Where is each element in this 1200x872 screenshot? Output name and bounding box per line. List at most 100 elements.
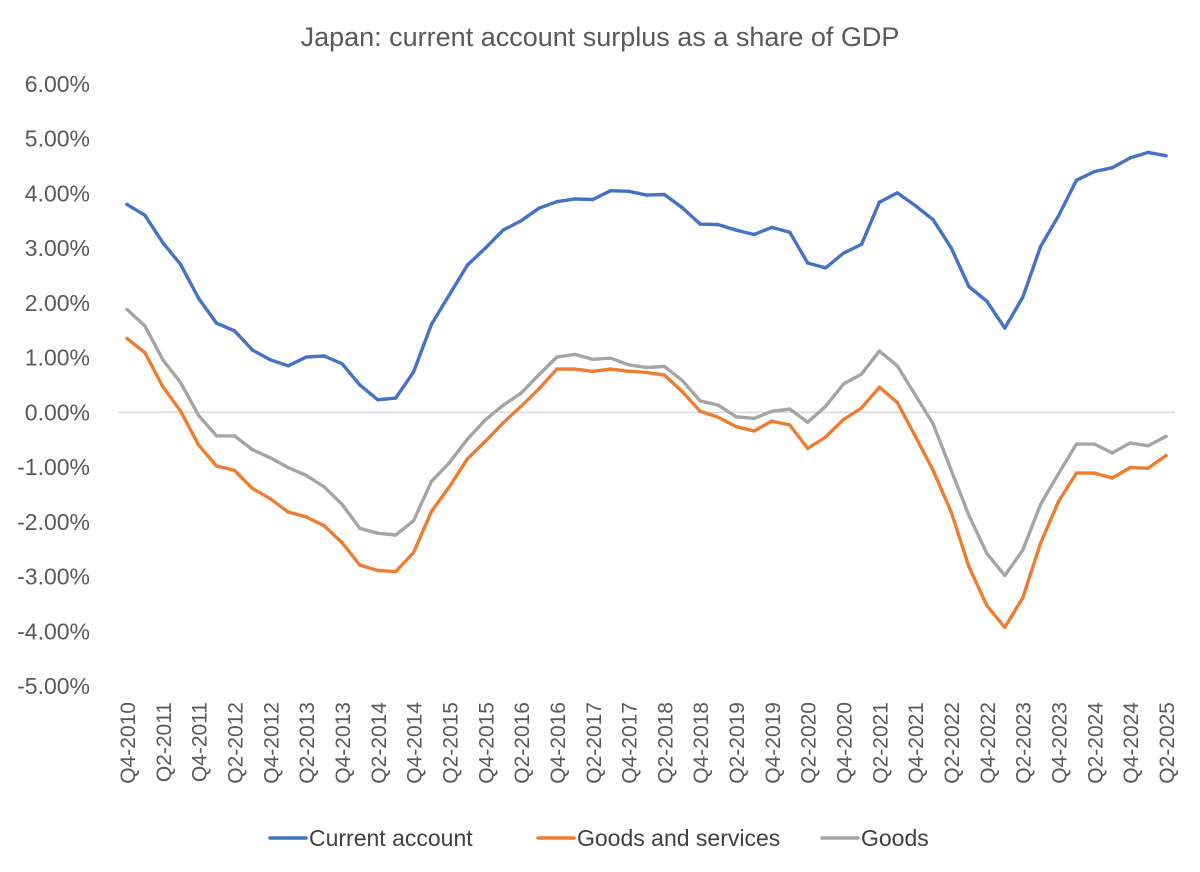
data-point	[1092, 169, 1097, 174]
data-point	[394, 569, 398, 574]
data-point	[519, 219, 523, 223]
data-point	[1003, 625, 1007, 630]
data-point	[1128, 465, 1132, 470]
data-point	[770, 419, 774, 423]
legend-label: Goods and services	[577, 825, 780, 851]
data-point	[877, 349, 882, 353]
x-tick-label: Q4-2013	[332, 702, 355, 784]
series-layer	[125, 150, 1168, 630]
data-point	[483, 418, 487, 422]
data-point	[626, 369, 631, 373]
data-point	[609, 189, 613, 193]
data-point	[340, 362, 344, 366]
x-tick-label: Q4-2021	[905, 702, 928, 784]
data-point	[501, 421, 505, 425]
data-point	[859, 372, 864, 376]
data-point	[465, 457, 470, 461]
data-point	[1003, 573, 1007, 578]
x-tick-label: Q2-2013	[296, 702, 319, 784]
data-point	[752, 416, 756, 421]
data-point	[734, 424, 738, 429]
data-point	[734, 228, 738, 232]
data-point	[1056, 472, 1061, 476]
data-point	[949, 509, 953, 514]
data-point	[214, 434, 219, 438]
data-point	[626, 363, 631, 367]
x-tick-label: Q2-2019	[726, 702, 749, 784]
x-tick-label: Q2-2025	[1156, 702, 1179, 784]
x-tick-label: Q2-2016	[511, 702, 534, 784]
data-point	[644, 370, 649, 375]
data-point	[358, 383, 362, 387]
data-point	[985, 551, 989, 556]
data-point	[680, 378, 684, 383]
data-point	[770, 409, 774, 413]
data-point	[985, 603, 989, 608]
data-point	[1110, 166, 1115, 170]
x-tick-label: Q4-2011	[189, 702, 212, 782]
legend: Current account Goods and services Goods	[268, 825, 929, 851]
data-point	[806, 446, 810, 451]
data-point	[913, 434, 917, 438]
data-point	[877, 200, 882, 204]
data-point	[967, 284, 971, 289]
data-point	[662, 192, 667, 197]
data-point	[806, 261, 810, 265]
x-tick-label: Q2-2024	[1084, 702, 1107, 784]
data-point	[1074, 178, 1079, 182]
data-point	[1164, 154, 1168, 158]
data-point	[537, 387, 541, 391]
data-point	[411, 550, 416, 555]
x-tick-label: Q2-2023	[1013, 702, 1036, 784]
data-point	[232, 329, 237, 333]
data-point	[143, 213, 147, 217]
data-point	[447, 461, 452, 465]
data-point	[662, 373, 667, 377]
data-point	[949, 245, 953, 250]
data-point	[1146, 466, 1150, 470]
data-point	[161, 241, 165, 245]
x-tick-label: Q2-2012	[225, 702, 248, 784]
data-point	[609, 356, 613, 360]
y-tick-label: -2.00%	[17, 509, 90, 535]
data-point	[644, 193, 649, 197]
data-point	[967, 513, 971, 517]
y-tick-label: -5.00%	[17, 673, 90, 699]
data-point	[806, 420, 810, 424]
data-point	[859, 242, 864, 247]
data-point	[662, 364, 667, 369]
data-point	[555, 367, 559, 371]
data-point	[788, 407, 792, 411]
data-point	[859, 406, 864, 410]
data-point	[1110, 451, 1115, 455]
data-point	[197, 443, 201, 447]
data-point	[716, 403, 720, 407]
y-tick-label: 4.00%	[25, 181, 90, 207]
data-point	[286, 510, 290, 514]
x-tick-label: Q2-2015	[439, 702, 462, 784]
data-point	[1021, 295, 1025, 300]
data-point	[823, 266, 828, 270]
data-point	[752, 429, 756, 433]
data-point	[304, 355, 308, 359]
x-tick-label: Q4-2022	[977, 702, 1000, 784]
x-axis: Q4-2010 Q2-2011 Q4-2011 Q2-2012 Q4-2012 Q2-20…	[117, 702, 1179, 784]
data-point	[823, 435, 828, 439]
data-point	[573, 197, 577, 201]
data-point	[143, 324, 147, 328]
y-tick-label: 0.00%	[25, 399, 90, 425]
data-point	[1038, 502, 1043, 506]
data-point	[232, 434, 237, 438]
data-point	[949, 468, 953, 472]
data-point	[895, 400, 899, 405]
data-point	[716, 415, 720, 419]
data-point	[967, 565, 971, 569]
data-point	[340, 540, 344, 545]
data-point	[322, 523, 326, 528]
data-point	[161, 384, 165, 389]
legend-label: Current account	[309, 825, 473, 851]
x-tick-label: Q4-2020	[834, 702, 857, 784]
data-point	[376, 531, 380, 535]
data-point	[913, 203, 917, 208]
